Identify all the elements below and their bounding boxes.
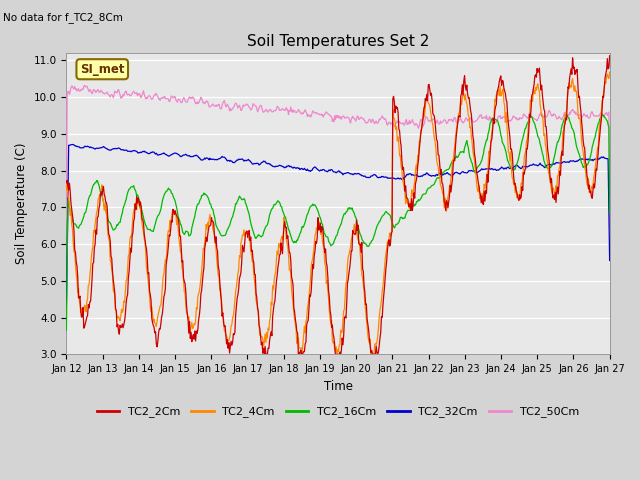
Title: Soil Temperatures Set 2: Soil Temperatures Set 2 (247, 34, 429, 49)
Text: No data for f_TC2_8Cm: No data for f_TC2_8Cm (3, 12, 123, 23)
Y-axis label: Soil Temperature (C): Soil Temperature (C) (15, 143, 28, 264)
X-axis label: Time: Time (323, 380, 353, 393)
Text: SI_met: SI_met (80, 63, 125, 76)
Legend: TC2_2Cm, TC2_4Cm, TC2_16Cm, TC2_32Cm, TC2_50Cm: TC2_2Cm, TC2_4Cm, TC2_16Cm, TC2_32Cm, TC… (92, 402, 584, 422)
